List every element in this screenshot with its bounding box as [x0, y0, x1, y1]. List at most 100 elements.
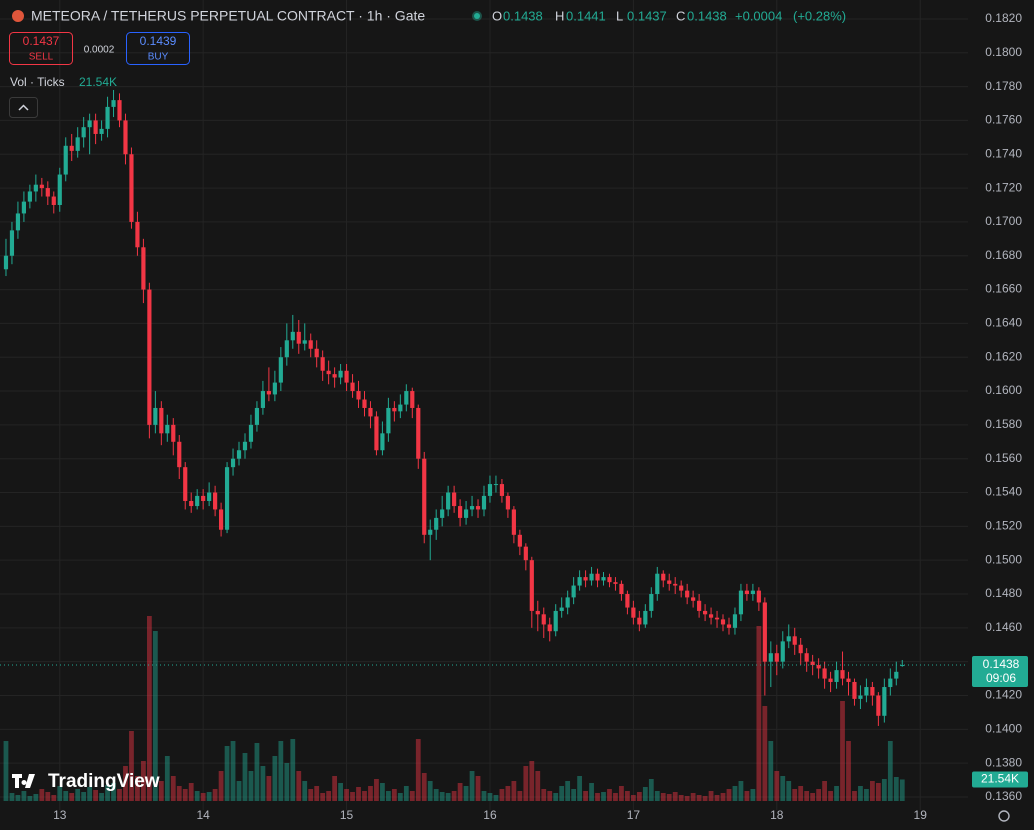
volume-bar [99, 793, 104, 801]
sell-button[interactable] [9, 32, 73, 65]
sell-price[interactable]: 0.1437 [23, 34, 60, 48]
volume-bar [350, 792, 355, 801]
candle-body [792, 636, 797, 645]
candle-body [601, 577, 606, 581]
candle-body [63, 145, 68, 175]
symbol-icon [12, 10, 24, 22]
candle-body [33, 184, 38, 192]
candle-body [619, 583, 624, 595]
settings-icon[interactable] [998, 810, 1010, 822]
candle-body [123, 120, 128, 155]
volume-bar [702, 796, 708, 801]
candle-body [589, 573, 594, 581]
volume-bar [589, 783, 594, 801]
candle-body [876, 695, 881, 716]
candle-body [661, 573, 666, 581]
candle-body [308, 340, 313, 349]
candle-body [493, 484, 499, 486]
candle-body [595, 573, 600, 581]
candle-body [804, 653, 809, 662]
volume-bar [553, 793, 559, 801]
candle-body [649, 594, 654, 611]
candle-body [840, 670, 845, 679]
volume-bar [141, 761, 146, 801]
candle-body [702, 610, 708, 615]
volume-bar [111, 783, 116, 801]
brand: TradingView [48, 771, 160, 792]
y-tick-label: 0.1600 [985, 383, 1022, 397]
volume-bar [362, 791, 367, 801]
candle-body [583, 577, 588, 581]
volume-bar [636, 792, 642, 801]
volume-bar [822, 781, 827, 801]
candle-body [81, 127, 86, 138]
candle-body [756, 590, 761, 603]
candle-body [475, 506, 481, 510]
collapse-button[interactable] [9, 97, 38, 118]
candle-body [248, 424, 254, 442]
candle-body [846, 678, 851, 682]
candle-body [314, 348, 319, 358]
buy-label[interactable]: BUY [148, 52, 169, 63]
ohlc-value: 0.1438 [687, 8, 727, 23]
buy-button[interactable] [126, 32, 190, 65]
candle-body [344, 370, 349, 383]
candle-body [780, 641, 785, 662]
candle-body [894, 671, 899, 679]
volume-bar [846, 741, 851, 801]
volume-bar [445, 793, 451, 801]
collapse-chevron [18, 104, 29, 111]
candle-body [762, 602, 767, 662]
candle-body [302, 340, 307, 344]
volume-bar [595, 793, 600, 801]
volume-bar [344, 789, 349, 801]
volume-bar [463, 786, 469, 801]
candle-body [141, 247, 146, 290]
volume-bar [164, 756, 170, 801]
candle-body [296, 331, 301, 344]
volume-bar [505, 786, 511, 801]
volume-bar [33, 794, 39, 801]
ohlc-key: C [676, 8, 685, 23]
volume-bar [744, 791, 750, 801]
volume-bar [403, 786, 409, 801]
volume-bar [386, 791, 391, 801]
volume-bar [87, 787, 93, 801]
candle-body [183, 467, 188, 501]
candle-body [655, 573, 660, 595]
sell-label[interactable]: SELL [29, 52, 54, 63]
candle-body [27, 191, 32, 202]
volume-bar [182, 789, 188, 801]
volume-bar [666, 794, 672, 801]
volume-bar [828, 791, 833, 801]
volume-bar [391, 789, 397, 801]
volume-bar [642, 787, 648, 801]
candle-layer [3, 89, 905, 726]
candle-body [362, 399, 367, 408]
volume-bar [487, 793, 493, 801]
overlay: METEORA / TETHERUS PERPETUAL CONTRACT · … [0, 8, 1028, 822]
candle-body [356, 391, 361, 400]
volume-bar [45, 792, 51, 801]
volume-bar [51, 795, 57, 801]
volume-bar [804, 791, 810, 801]
volume-legend: Vol · Ticks [10, 75, 65, 89]
candle-body [93, 120, 98, 134]
x-tick-label: 16 [483, 808, 497, 822]
volume-bar [212, 789, 218, 801]
candle-body [332, 374, 337, 378]
volume-bar [242, 753, 248, 801]
volume-bar [3, 741, 9, 801]
volume-bar [529, 761, 535, 801]
volume-bar [105, 785, 110, 801]
candle-body [870, 687, 875, 696]
candle-body [434, 517, 439, 530]
ohlc-value: 0.1438 [503, 8, 543, 23]
volume-bar [451, 791, 457, 801]
buy-price[interactable]: 0.1439 [140, 34, 177, 48]
volume-bar [356, 787, 361, 801]
candle-body [9, 230, 15, 256]
volume-bar [21, 791, 27, 801]
change: +0.0004 [735, 8, 782, 23]
